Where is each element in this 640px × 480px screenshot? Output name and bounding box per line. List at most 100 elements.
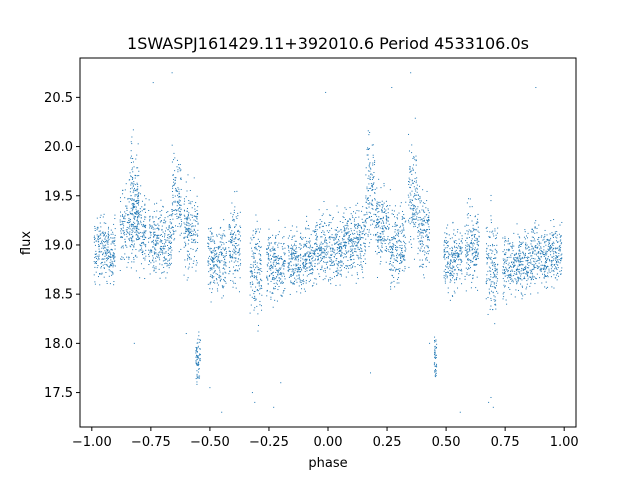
- data-point: [449, 281, 451, 283]
- data-point: [276, 269, 278, 271]
- data-point: [109, 283, 111, 285]
- data-point: [409, 200, 411, 202]
- data-point: [509, 278, 511, 280]
- data-point: [496, 237, 498, 239]
- data-point: [218, 233, 220, 235]
- data-point: [130, 150, 132, 152]
- data-point: [426, 234, 428, 236]
- data-point: [435, 372, 437, 374]
- data-point: [363, 255, 365, 257]
- data-point: [412, 157, 414, 159]
- data-point: [139, 214, 141, 216]
- data-point: [169, 221, 171, 223]
- data-point: [408, 241, 410, 243]
- data-point: [495, 304, 497, 306]
- data-point: [107, 236, 109, 238]
- data-point: [311, 258, 313, 260]
- data-point: [384, 226, 386, 228]
- data-point: [96, 253, 98, 255]
- data-point: [324, 222, 326, 224]
- data-point: [466, 214, 468, 216]
- data-point: [195, 360, 197, 362]
- data-point: [136, 194, 138, 196]
- data-point: [459, 248, 461, 250]
- data-point: [444, 278, 446, 280]
- data-point: [360, 263, 362, 265]
- data-point: [355, 248, 357, 250]
- data-point: [318, 247, 320, 249]
- data-point: [217, 290, 219, 292]
- data-point: [339, 284, 341, 286]
- data-point: [524, 255, 526, 257]
- data-point: [215, 253, 217, 255]
- data-point: [434, 352, 436, 354]
- data-point: [427, 208, 429, 210]
- data-point: [343, 234, 345, 236]
- data-point: [454, 234, 456, 236]
- data-point: [550, 254, 552, 256]
- data-point: [381, 251, 383, 253]
- data-point: [132, 129, 134, 131]
- data-point: [435, 340, 437, 342]
- data-point: [283, 265, 284, 267]
- data-point: [518, 245, 520, 247]
- data-point: [540, 264, 542, 266]
- data-point: [291, 244, 293, 246]
- data-point: [194, 210, 196, 212]
- data-point: [296, 257, 298, 259]
- data-point: [404, 266, 406, 268]
- data-point: [169, 262, 171, 264]
- data-point: [315, 243, 317, 245]
- data-point: [475, 237, 477, 239]
- data-point: [294, 277, 296, 279]
- data-point: [457, 256, 459, 258]
- data-point: [447, 251, 449, 253]
- data-point: [232, 286, 234, 288]
- data-point: [474, 234, 476, 236]
- data-point: [447, 242, 449, 244]
- data-point: [306, 270, 308, 272]
- data-point: [508, 280, 510, 282]
- data-point: [165, 227, 167, 229]
- data-point: [145, 230, 147, 232]
- data-point: [103, 240, 105, 242]
- data-point: [220, 249, 222, 251]
- data-point: [219, 260, 221, 262]
- data-point: [311, 246, 313, 248]
- data-point: [170, 236, 172, 238]
- data-point: [444, 247, 446, 249]
- data-point: [477, 238, 479, 240]
- data-point: [103, 234, 105, 236]
- data-point: [273, 248, 275, 250]
- data-point: [210, 267, 212, 269]
- data-point: [339, 247, 340, 249]
- data-point: [291, 247, 293, 249]
- data-point: [193, 225, 195, 227]
- data-point: [272, 292, 274, 294]
- data-point: [149, 224, 151, 226]
- data-point: [415, 194, 417, 196]
- data-point: [526, 271, 528, 273]
- data-point: [319, 260, 321, 262]
- data-point: [251, 247, 253, 249]
- data-point: [151, 241, 153, 243]
- data-point: [233, 270, 235, 272]
- data-point: [538, 257, 540, 259]
- data-point: [494, 266, 496, 268]
- data-point: [470, 261, 472, 263]
- data-point: [274, 285, 276, 287]
- data-point: [428, 215, 430, 217]
- data-point: [349, 207, 351, 209]
- data-point: [316, 229, 318, 231]
- data-point: [174, 183, 176, 185]
- data-point: [195, 264, 197, 266]
- data-point: [188, 233, 190, 235]
- data-point: [279, 278, 281, 280]
- data-point: [132, 208, 134, 210]
- data-point: [288, 264, 290, 266]
- data-point: [468, 267, 469, 269]
- data-point: [338, 244, 340, 246]
- data-point: [475, 240, 477, 242]
- data-point: [367, 190, 369, 192]
- data-point: [137, 217, 139, 219]
